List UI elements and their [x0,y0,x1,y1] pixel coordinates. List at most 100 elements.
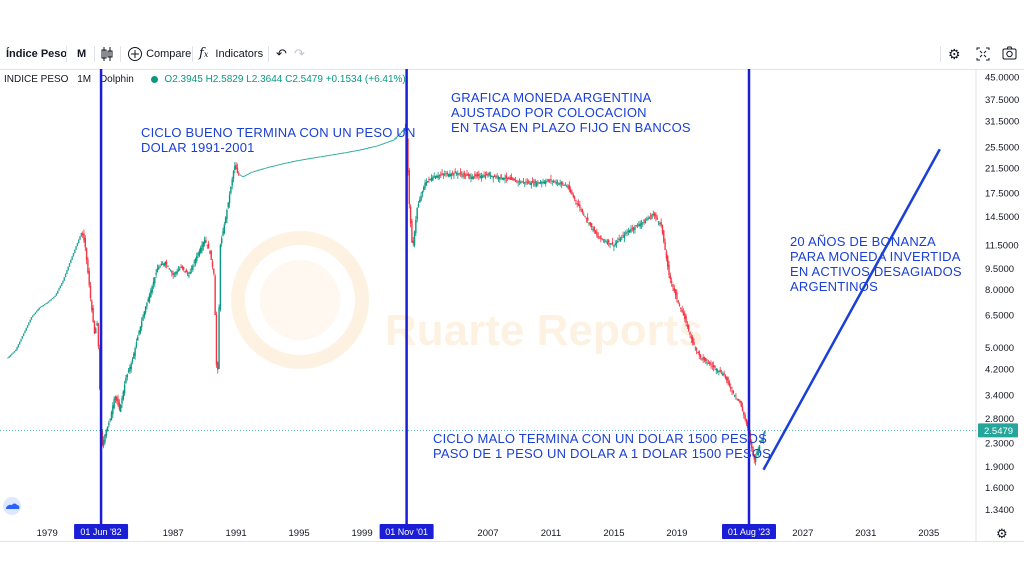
candle-body [640,222,643,225]
candle-body [518,180,521,182]
candle-body [289,161,291,163]
candle-body [367,147,370,149]
candle-body [741,406,744,411]
candle-body [322,156,324,157]
candle-body [733,394,736,396]
candle-body [623,234,626,239]
candle-body [349,151,351,153]
candle-body [761,438,763,442]
time-tick-label: 1979 [37,528,58,539]
candle-body [394,138,396,140]
candle-body [529,182,531,185]
axis-settings-gear-icon[interactable]: ⚙ [996,527,1008,542]
candle-body [493,175,496,177]
candle-body [93,321,96,334]
candle-body [169,270,172,272]
time-tick-label: 2019 [666,528,687,539]
settings-gear-icon[interactable]: ⚙ [948,46,961,62]
candle-body [97,323,100,347]
candle-body [600,235,602,239]
candle-body [15,349,17,352]
candle-body [315,157,317,159]
indicators-button[interactable]: fx Indicators [199,39,263,69]
candle-body [74,249,76,254]
candle-body [176,271,178,274]
candle-body [531,180,534,183]
candle-body [533,182,535,186]
candle-body [609,243,611,245]
candle-body [672,284,674,288]
candle-body [391,140,393,142]
compare-button[interactable]: Compare [127,39,191,69]
candle-body [182,266,185,270]
redo-icon[interactable]: ↷ [294,46,305,61]
vertical-marker-date-box [74,524,129,539]
candle-body [25,327,27,331]
candle-body [371,146,374,148]
candle-body [433,176,435,178]
price-tick-label: 8.0000 [985,285,1014,296]
candle-body [399,133,401,135]
candle-body [293,161,295,162]
candle-body [487,174,489,177]
candle-body [447,174,450,177]
candle-body [160,263,163,266]
time-axis[interactable]: 1979 1987 1991 1995 1999 2007 2011 2015 2019 2027… [37,528,940,539]
candle-body [42,305,44,307]
candle-body [566,185,568,187]
candle-body [421,191,424,194]
price-tick-label: 45.0000 [985,72,1019,83]
candle-body [455,173,458,174]
candles-icon[interactable] [100,39,114,69]
price-axis[interactable]: 45.0000 37.5000 31.5000 25.5000 21.5000 17.50… [975,69,1019,541]
candle-body [214,275,216,315]
candle-body [185,269,187,273]
candle-body [252,171,254,173]
toolbar-divider [120,46,121,62]
interval-button[interactable]: M [77,48,87,60]
candle-body [91,300,93,311]
candle-body [79,236,81,240]
candle-body [724,375,727,378]
candle-body [711,365,714,367]
candle-body [635,225,637,227]
time-tick-label: 1991 [226,528,247,539]
candle-body [282,163,285,165]
candle-body [223,224,226,234]
candle-body [150,290,152,298]
camera-snapshot-icon[interactable] [1002,39,1017,69]
price-tick-label: 17.5000 [985,189,1019,200]
fullscreen-icon[interactable] [976,39,990,69]
candle-body [247,173,249,175]
tradingview-logo[interactable] [3,497,21,515]
trend-line [762,148,941,471]
candle-body [230,186,232,194]
candle-body [357,150,359,151]
candle-body [688,325,690,331]
undo-icon[interactable]: ↶ [276,46,287,61]
candle-body [426,180,429,183]
candle-body [686,324,689,327]
candle-body [676,292,678,300]
price-tick-label: 1.9000 [985,462,1014,473]
candle-body [752,446,754,455]
legend-symbol[interactable]: INDICE PESO [4,74,69,85]
symbol-search-button[interactable]: Índice Peso [6,48,68,60]
candle-body [667,255,669,267]
candle-body [28,322,30,326]
candle-body [400,131,403,133]
candle-body [348,151,350,153]
candle-body [539,182,542,184]
candle-body [402,130,404,132]
candle-series [7,123,766,466]
candle-body [140,321,143,328]
candle-body [668,264,670,276]
candle-body [634,226,636,231]
time-tick-label: 2031 [855,528,876,539]
candle-body [585,217,588,219]
candle-body [749,432,752,442]
candle-body [353,150,355,152]
candle-body [714,365,716,368]
candle-body [72,252,75,257]
